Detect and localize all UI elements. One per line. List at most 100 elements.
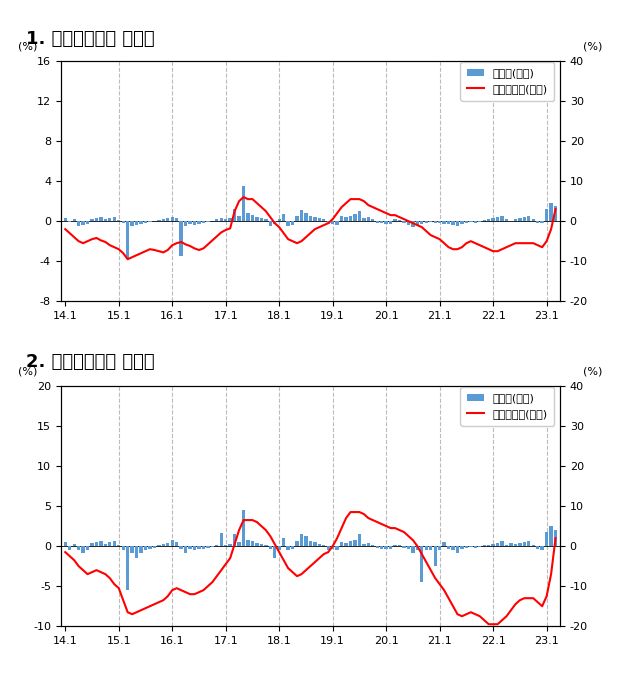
Bar — [478, 221, 481, 222]
Bar — [340, 216, 343, 221]
Bar — [523, 542, 526, 546]
Bar — [549, 203, 553, 221]
Bar — [81, 546, 84, 552]
Bar — [416, 546, 419, 550]
Bar — [144, 221, 147, 223]
Bar — [308, 216, 312, 221]
Bar — [518, 218, 522, 221]
Bar — [131, 221, 134, 226]
Text: 2. 수입물가지수 동락률: 2. 수입물가지수 동락률 — [26, 353, 154, 372]
Bar — [438, 546, 442, 550]
Bar — [104, 219, 107, 221]
Bar — [170, 540, 174, 546]
Bar — [322, 219, 326, 221]
Bar — [117, 545, 120, 546]
Bar — [211, 546, 214, 547]
Bar — [554, 206, 557, 221]
Bar — [86, 546, 89, 550]
Bar — [451, 221, 454, 225]
Bar — [237, 542, 241, 546]
Bar — [385, 546, 388, 549]
Bar — [291, 221, 294, 225]
Bar — [376, 221, 379, 223]
Bar — [260, 218, 263, 221]
Text: 1. 수출물가지수 동락률: 1. 수출물가지수 동락률 — [26, 30, 154, 49]
Bar — [81, 221, 84, 225]
Bar — [264, 219, 268, 221]
Bar — [349, 216, 352, 221]
Bar — [273, 546, 276, 558]
Bar — [300, 534, 303, 546]
Bar — [233, 209, 236, 221]
Bar — [99, 217, 102, 221]
Bar — [72, 544, 76, 546]
Bar — [335, 221, 339, 225]
Bar — [500, 216, 504, 221]
Bar — [304, 213, 308, 221]
Bar — [403, 221, 406, 223]
Bar — [170, 217, 174, 221]
Bar — [184, 546, 188, 552]
Bar — [179, 221, 183, 256]
Bar — [264, 544, 268, 546]
Bar — [117, 220, 120, 221]
Bar — [469, 546, 472, 547]
Bar — [554, 530, 557, 546]
Bar — [197, 546, 201, 549]
Bar — [505, 544, 508, 546]
Bar — [242, 186, 245, 221]
Bar — [220, 218, 223, 221]
Bar — [358, 211, 361, 221]
Bar — [166, 543, 170, 546]
Bar — [113, 540, 116, 546]
Bar — [95, 218, 98, 221]
Bar — [407, 546, 410, 549]
Bar — [287, 221, 290, 226]
Bar — [442, 221, 446, 224]
Bar — [505, 219, 508, 221]
Bar — [469, 221, 472, 222]
Bar — [246, 540, 250, 546]
Bar — [202, 221, 205, 223]
Bar — [224, 219, 227, 221]
Bar — [126, 221, 129, 259]
Bar — [68, 221, 72, 222]
Bar — [447, 546, 451, 548]
Bar — [420, 546, 424, 582]
Bar — [140, 546, 143, 552]
Bar — [99, 542, 102, 546]
Bar — [518, 543, 522, 546]
Bar — [442, 542, 446, 546]
Text: (%): (%) — [583, 41, 602, 51]
Bar — [148, 221, 152, 222]
Bar — [313, 217, 317, 221]
Bar — [242, 510, 245, 546]
Bar — [465, 546, 468, 548]
Bar — [429, 546, 433, 550]
Bar — [273, 221, 276, 224]
Bar — [545, 531, 548, 546]
Bar — [496, 543, 499, 546]
Bar — [367, 217, 370, 221]
Bar — [251, 215, 254, 221]
Bar — [260, 544, 263, 546]
Bar — [108, 218, 111, 221]
Bar — [353, 540, 356, 546]
Bar — [536, 221, 540, 223]
Bar — [412, 221, 415, 227]
Bar — [532, 219, 535, 221]
Bar — [527, 216, 531, 221]
Bar — [282, 214, 285, 221]
Bar — [376, 546, 379, 548]
Bar — [113, 217, 116, 221]
Bar — [278, 546, 281, 550]
Bar — [545, 209, 548, 221]
Bar — [412, 546, 415, 552]
Bar — [157, 544, 161, 546]
Bar — [282, 538, 285, 546]
Bar — [304, 536, 308, 546]
Bar — [255, 543, 259, 546]
Bar — [246, 213, 250, 221]
Bar — [90, 543, 93, 546]
Bar — [385, 221, 388, 224]
